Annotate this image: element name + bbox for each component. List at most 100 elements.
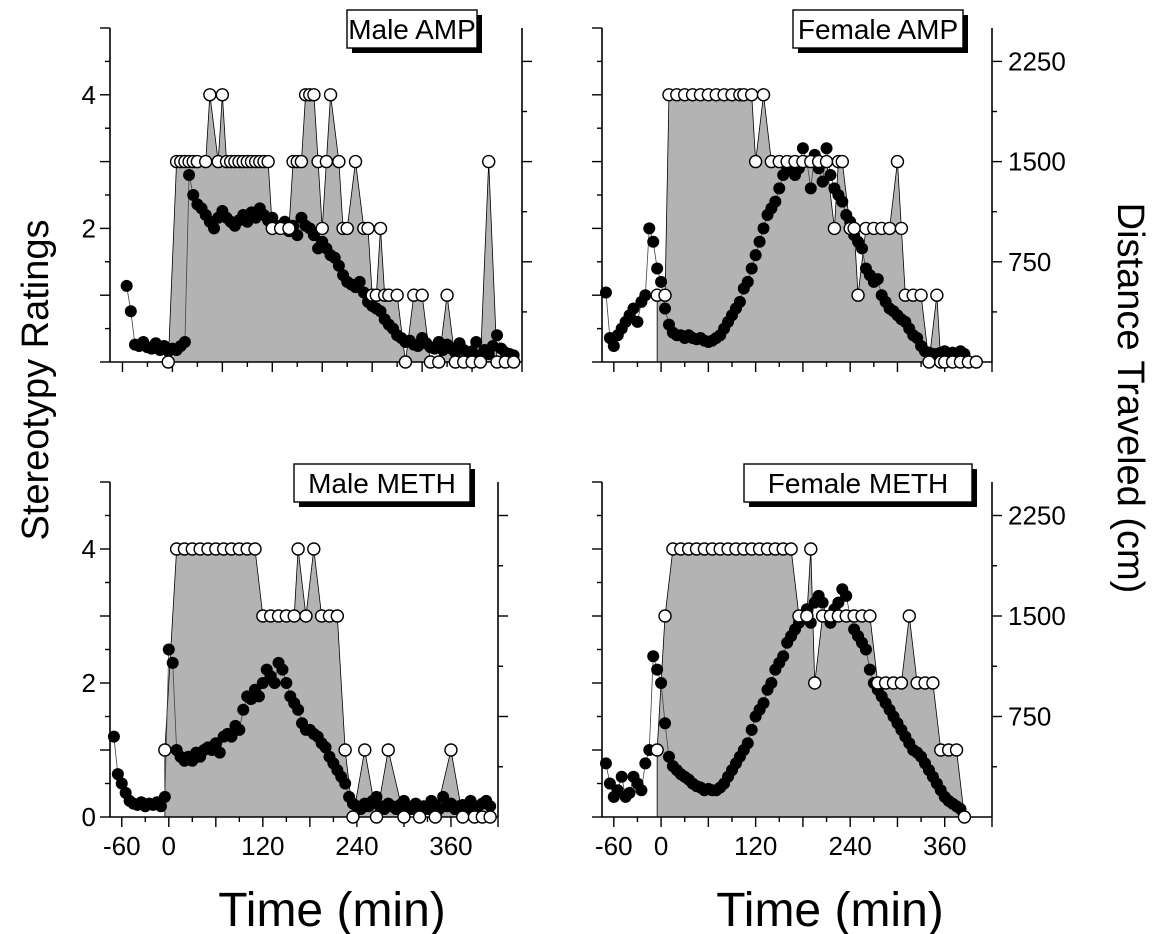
distance-point — [816, 596, 829, 609]
distance-point — [840, 589, 853, 602]
distance-point — [599, 757, 612, 770]
distance-point — [804, 182, 817, 195]
stereotypy-point — [800, 609, 814, 623]
distance-point — [651, 262, 664, 275]
y2-tick-label: 750 — [1008, 247, 1051, 277]
distance-point — [120, 279, 133, 292]
y2-tick-label: 2250 — [1008, 501, 1066, 531]
distance-point — [237, 703, 250, 716]
distance-point — [154, 800, 167, 813]
distance-point — [662, 750, 675, 763]
stereotypy-point — [330, 609, 345, 623]
stereotypy-point — [215, 88, 230, 102]
chart-panel-1: 2 4 Male AMP — [82, 9, 532, 372]
stereotypy-point — [756, 88, 771, 102]
distance-point — [339, 777, 352, 790]
stereotypy-point — [373, 221, 388, 236]
stereotypy-point — [506, 355, 521, 369]
stereotypy-point — [287, 609, 301, 623]
stereotypy-point — [483, 810, 497, 824]
stereotypy-point — [397, 810, 411, 824]
distance-point — [832, 596, 845, 609]
stereotypy-point — [473, 355, 488, 369]
distance-point — [639, 757, 652, 770]
panel-title: Male AMP — [348, 14, 476, 45]
stereotypy-point — [851, 288, 865, 302]
stereotypy-point — [161, 355, 175, 369]
y-axis-left-title: Stereotypy Ratings — [15, 219, 57, 540]
x-tick-label: -60 — [103, 831, 141, 861]
stereotypy-point — [949, 743, 964, 757]
y-tick-label: 2 — [82, 213, 96, 243]
stereotypy-point — [444, 743, 458, 757]
y-tick-label: 4 — [82, 534, 96, 564]
distance-point — [353, 275, 366, 288]
stereotypy-point — [248, 542, 262, 556]
distance-point — [733, 295, 746, 308]
distance-point — [753, 235, 766, 248]
distance-point — [268, 677, 281, 689]
x-tick-label: 240 — [828, 831, 871, 861]
distance-point — [603, 777, 616, 790]
stereotypy-point — [203, 88, 217, 102]
x-tick-label: 0 — [162, 831, 176, 861]
distance-point — [233, 723, 246, 736]
stereotypy-point — [158, 743, 172, 757]
stereotypy-point — [658, 288, 672, 302]
stereotypy-point — [291, 542, 305, 556]
stereotypy-point — [847, 221, 861, 236]
stereotypy-point — [863, 609, 877, 623]
stereotypy-point — [440, 288, 454, 302]
y-tick-label: 0 — [82, 802, 96, 832]
distance-point — [370, 790, 383, 803]
stereotypy-area — [164, 548, 491, 818]
distance-point — [659, 302, 672, 315]
x-tick-label: 240 — [335, 831, 378, 861]
distance-point — [863, 663, 876, 676]
distance-point — [643, 222, 656, 235]
stereotypy-point — [894, 676, 909, 690]
distance-point — [611, 784, 624, 797]
stereotypy-point — [381, 743, 395, 757]
stereotypy-point — [926, 676, 940, 690]
stereotypy-point — [338, 743, 352, 757]
distance-point — [162, 643, 175, 656]
distance-point — [741, 737, 754, 750]
distance-point — [623, 786, 636, 799]
distance-point — [647, 650, 660, 663]
distance-point — [183, 168, 196, 181]
distance-point — [491, 329, 504, 342]
stereotypy-point — [894, 221, 909, 236]
stereotypy-point — [307, 88, 321, 102]
title-box — [293, 463, 471, 503]
x-axis-title-left: Time (min) — [218, 884, 446, 934]
distance-point — [280, 677, 293, 689]
distance-point — [178, 335, 191, 348]
y-tick-label: 2 — [82, 668, 96, 698]
stereotypy-point — [658, 609, 672, 623]
stereotypy-point — [819, 154, 834, 169]
stereotypy-point — [882, 221, 897, 236]
stereotypy-point — [415, 288, 429, 302]
y-axis-right-title: Distance Traveled (cm) — [1109, 203, 1151, 594]
distance-point — [647, 235, 660, 248]
stereotypy-point — [323, 88, 338, 102]
stereotypy-area — [656, 94, 977, 363]
stereotypy-point — [890, 154, 905, 169]
distance-point — [757, 697, 770, 710]
y-tick-label: 4 — [82, 80, 96, 110]
stereotypy-point — [914, 288, 928, 302]
panel-title: Male METH — [308, 468, 456, 499]
distance-point — [111, 768, 124, 781]
distance-point — [824, 168, 837, 181]
stereotypy-point — [340, 221, 354, 236]
distance-point — [158, 790, 171, 803]
distance-point — [655, 677, 668, 689]
x-axis-title-right: Time (min) — [716, 884, 944, 934]
stereotypy-point — [261, 154, 275, 169]
distance-point — [208, 222, 221, 235]
stereotypy-point — [346, 810, 360, 824]
stereotypy-point — [957, 810, 972, 824]
